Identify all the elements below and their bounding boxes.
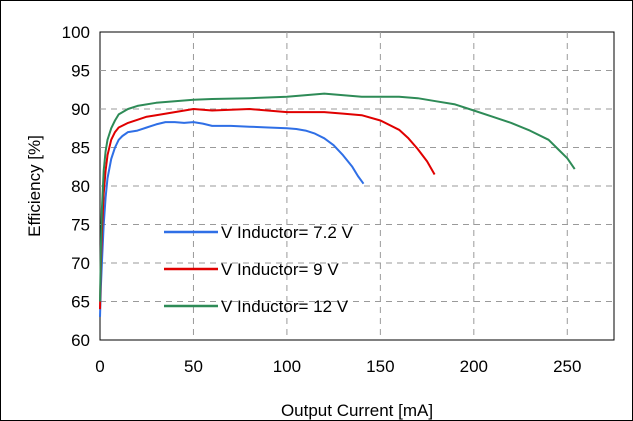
y-tick-label: 80 bbox=[71, 177, 90, 196]
legend-label-7-2v: V Inductor= 7.2 V bbox=[221, 223, 353, 242]
y-tick-label: 60 bbox=[71, 331, 90, 350]
x-tick-label: 200 bbox=[460, 357, 488, 376]
y-axis-label: Efficiency [%] bbox=[25, 135, 44, 237]
y-tick-label: 85 bbox=[71, 139, 90, 158]
legend-label-9v: V Inductor= 9 V bbox=[221, 260, 339, 279]
x-tick-label: 50 bbox=[184, 357, 203, 376]
series-line-2 bbox=[99, 92, 576, 302]
y-tick-label: 75 bbox=[71, 216, 90, 235]
y-tick-label: 90 bbox=[71, 100, 90, 119]
series-layer bbox=[99, 92, 576, 317]
grid-layer bbox=[100, 32, 614, 340]
legend-label-12v: V Inductor= 12 V bbox=[221, 297, 349, 316]
y-tick-label: 100 bbox=[62, 23, 90, 42]
y-tick-label: 65 bbox=[71, 293, 90, 312]
x-axis-label: Output Current [mA] bbox=[281, 401, 433, 420]
x-tick-label: 100 bbox=[273, 357, 301, 376]
x-tick-label: 250 bbox=[553, 357, 581, 376]
tick-layer: 60 65 70 75 80 85 90 95 100 0 50 100 150 200 250 bbox=[62, 23, 582, 376]
series-line-1 bbox=[99, 108, 436, 310]
x-tick-label: 0 bbox=[95, 357, 104, 376]
series-line-0 bbox=[99, 121, 365, 317]
legend: V Inductor= 7.2 V V Inductor= 9 V V Indu… bbox=[164, 223, 353, 316]
x-tick-label: 150 bbox=[366, 357, 394, 376]
y-tick-label: 70 bbox=[71, 254, 90, 273]
y-tick-label: 95 bbox=[71, 62, 90, 81]
